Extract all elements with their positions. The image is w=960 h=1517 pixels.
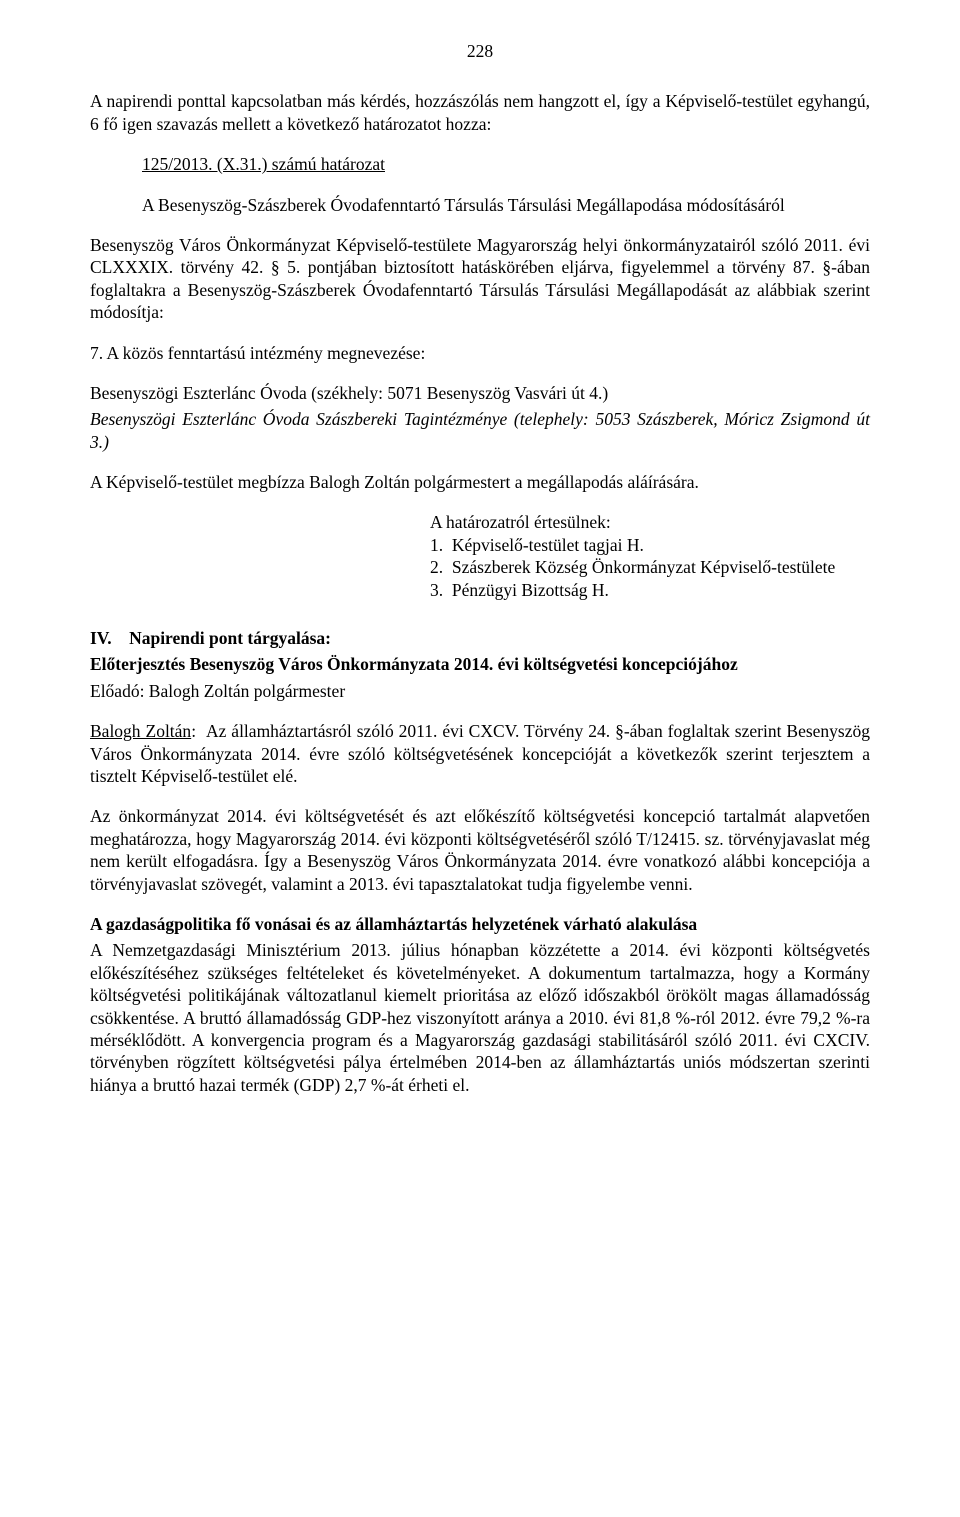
resolution-body-4: A Képviselő-testület megbízza Balogh Zol…: [90, 471, 870, 493]
page-number: 228: [90, 40, 870, 62]
speech-paragraph-1: Balogh Zoltán: Az államháztartásról szól…: [90, 720, 870, 787]
agenda-heading-line: IV. Napirendi pont tárgyalása:: [90, 627, 870, 649]
resolution-number: 125/2013. (X.31.) számú határozat: [142, 153, 870, 175]
notified-item-2: 2. Szászberek Község Önkormányzat Képvis…: [430, 556, 870, 578]
resolution-title: A Besenyszög-Szászberek Óvodafenntartó T…: [142, 194, 870, 216]
institution-line-1: Besenyszögi Eszterlánc Óvoda (székhely: …: [90, 382, 870, 404]
notified-item-1: 1. Képviselő-testület tagjai H.: [430, 534, 870, 556]
resolution-body-1: Besenyszög Város Önkormányzat Képviselő-…: [90, 234, 870, 324]
agenda-section: IV. Napirendi pont tárgyalása: Előterjes…: [90, 627, 870, 702]
notified-header: A határozatról értesülnek:: [430, 511, 870, 533]
agenda-label: Napirendi pont tárgyalása:: [129, 628, 331, 648]
institution-line-2: Besenyszögi Eszterlánc Óvoda Szászbereki…: [90, 408, 870, 453]
notified-item-3: 3. Pénzügyi Bizottság H.: [430, 579, 870, 601]
speaker-name: Balogh Zoltán: [90, 721, 191, 741]
agenda-presenter: Előadó: Balogh Zoltán polgármester: [90, 680, 870, 702]
notified-block: A határozatról értesülnek: 1. Képviselő-…: [430, 511, 870, 601]
economy-header: A gazdaságpolitika fő vonásai és az álla…: [90, 913, 870, 935]
agenda-roman: IV.: [90, 628, 112, 648]
economy-body: A Nemzetgazdasági Minisztérium 2013. júl…: [90, 939, 870, 1096]
document-page: 228 A napirendi ponttal kapcsolatban más…: [0, 0, 960, 1174]
speech-text-1: : Az államháztartásról szóló 2011. évi C…: [90, 721, 870, 786]
intro-paragraph: A napirendi ponttal kapcsolatban más kér…: [90, 90, 870, 135]
agenda-title: Előterjesztés Besenyszög Város Önkormány…: [90, 653, 870, 675]
resolution-body-2: 7. A közös fenntartású intézmény megneve…: [90, 342, 870, 364]
speech-paragraph-2: Az önkormányzat 2014. évi költségvetését…: [90, 805, 870, 895]
